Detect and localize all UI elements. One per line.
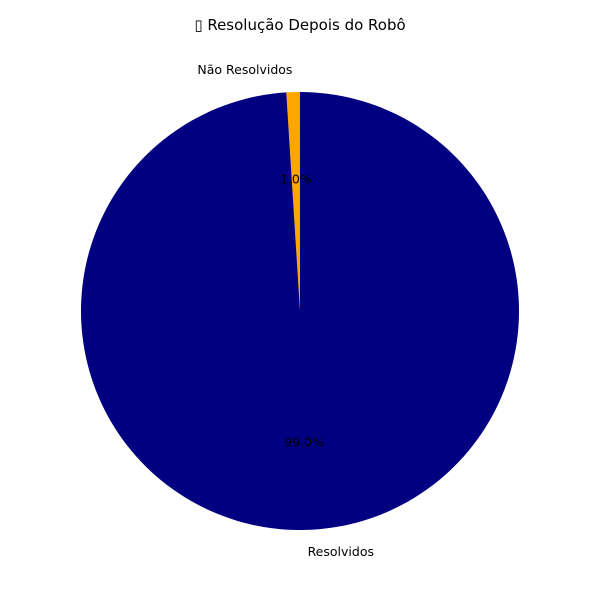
pie-slice-nao-resolvidos [286, 92, 300, 311]
pie-label-nao-resolvidos: Não Resolvidos [197, 62, 292, 77]
chart-title: ▯ Resolução Depois do Robô [194, 16, 405, 34]
pie-label-resolvidos: Resolvidos [308, 544, 374, 559]
pie-slices [81, 92, 520, 531]
pie-percent-resolvidos: 99.0% [284, 434, 324, 449]
pie-slice-resolvidos [81, 92, 520, 531]
pie-percent-nao-resolvidos: 1.0% [280, 172, 312, 187]
pie-labels: Não Resolvidos 1.0% Resolvidos 99.0% [197, 62, 374, 559]
